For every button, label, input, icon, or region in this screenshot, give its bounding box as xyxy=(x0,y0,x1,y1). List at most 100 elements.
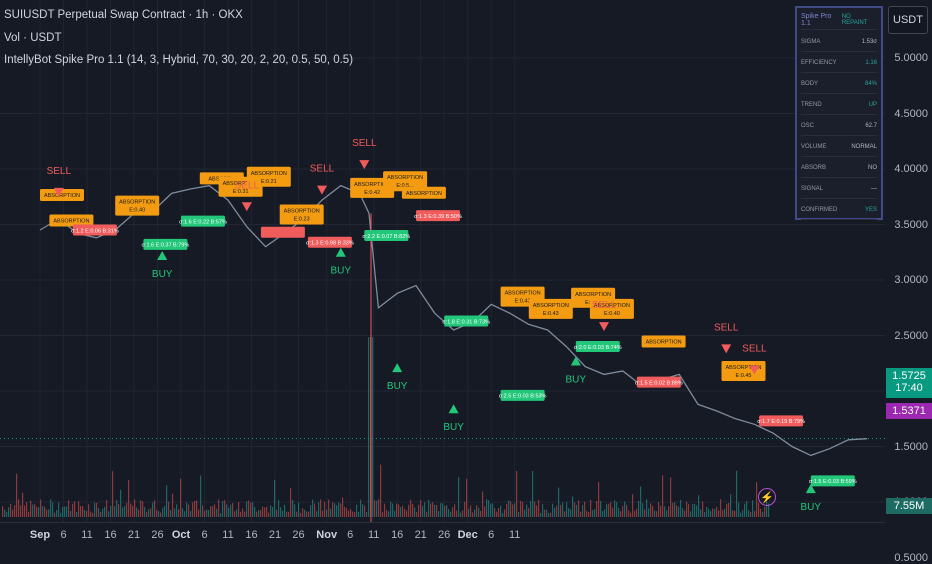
volume-bar xyxy=(604,509,606,517)
volume-bar xyxy=(406,510,408,517)
volume-bar xyxy=(30,500,32,517)
volume-bar xyxy=(688,504,690,517)
panel-row-value: 1.16 xyxy=(865,59,877,66)
volume-bar xyxy=(148,509,150,517)
volume-bar xyxy=(264,507,266,517)
volume-bar xyxy=(648,508,650,517)
volume-bar xyxy=(356,504,358,517)
volume-bar xyxy=(540,512,542,517)
volume-bar xyxy=(414,507,416,517)
price-chart[interactable]: ABSORPTIONABSORPTIONABSORPTIONE:0.40ABSO… xyxy=(0,0,885,522)
symbol-title[interactable]: SUIUSDT Perpetual Swap Contract · 1h · O… xyxy=(4,9,243,21)
volume-bar xyxy=(106,500,108,517)
volume-bar xyxy=(730,494,732,517)
volume-bar xyxy=(360,499,362,517)
volume-bar xyxy=(170,510,172,517)
price-scale[interactable]: 5.00004.50004.00003.50003.00002.50002.00… xyxy=(885,0,932,564)
signal-stats-label: σ:1.6 E:0.37 B:79% xyxy=(142,243,190,249)
volume-bar xyxy=(416,512,418,517)
volume-bar xyxy=(276,509,278,517)
panel-row-value: — xyxy=(871,185,877,192)
volume-bar xyxy=(212,506,214,517)
time-tick: 11 xyxy=(222,529,234,541)
panel-row-label: BODY xyxy=(801,80,819,87)
absorption-label: ABSORPTION xyxy=(406,191,442,197)
signal-stats-box xyxy=(810,475,855,487)
volume-bar xyxy=(252,502,254,517)
volume-bar xyxy=(246,501,248,517)
volume-bar xyxy=(368,337,370,517)
volume-bar xyxy=(614,500,616,517)
volume-bar xyxy=(686,501,688,517)
signal-stats-label: σ:1.6 E:0.22 B:57% xyxy=(179,219,227,225)
volume-bar xyxy=(340,503,342,517)
absorption-box xyxy=(49,214,94,227)
volume-bar xyxy=(422,505,424,517)
indicator-legend[interactable]: IntellyBot Spike Pro 1.1 (14, 3, Hybrid,… xyxy=(4,54,354,66)
panel-row: EFFICIENCY 1.16 xyxy=(801,53,877,73)
lightning-icon[interactable]: ⚡ xyxy=(758,488,776,506)
countdown-value: 17:40 xyxy=(895,382,923,394)
volume-bar xyxy=(418,504,420,517)
volume-bar xyxy=(612,507,614,517)
volume-bar xyxy=(530,500,532,517)
panel-row: ABSORB NO xyxy=(801,158,877,178)
volume-bar xyxy=(728,502,730,517)
signal-stats-box xyxy=(636,376,681,388)
volume-bar xyxy=(348,510,350,517)
volume-bar xyxy=(568,508,570,517)
volume-bar xyxy=(570,509,572,517)
volume-bar xyxy=(64,506,66,517)
volume-bar xyxy=(524,509,526,517)
buy-signal-text: BUY xyxy=(801,502,822,513)
volume-bar xyxy=(204,510,206,517)
volume-bar xyxy=(434,504,436,517)
absorption-label: ABSORPTION xyxy=(251,171,287,177)
volume-bar xyxy=(476,505,478,517)
volume-bar xyxy=(300,512,302,517)
volume-bar xyxy=(746,501,748,517)
volume-bar xyxy=(304,509,306,517)
volume-bar xyxy=(566,502,568,517)
volume-bar xyxy=(102,508,104,517)
time-axis[interactable]: Sep 6 11 16 21 26 Oct 6 11 16 21 26 Nov 6 11 16 21 26 Dec 6… xyxy=(0,522,885,550)
volume-bar xyxy=(596,500,598,517)
time-tick: 11 xyxy=(508,529,521,541)
volume-bar xyxy=(366,512,368,517)
panel-row-label: SIGMA xyxy=(801,38,821,45)
volume-bar xyxy=(84,509,86,517)
volume-bar xyxy=(430,503,432,517)
volume-bar xyxy=(132,505,134,517)
volume-bar xyxy=(704,512,706,517)
volume-bar xyxy=(270,505,272,517)
time-tick: Nov xyxy=(316,529,338,541)
volume-bar xyxy=(324,501,326,517)
panel-row: SIGNAL — xyxy=(801,179,877,199)
volume-bar xyxy=(680,500,682,517)
volume-bar xyxy=(710,511,712,517)
panel-row-value: YES xyxy=(864,206,877,213)
volume-bar xyxy=(364,505,366,517)
panel-row-label: CONFIRMED xyxy=(801,206,838,213)
volume-bar xyxy=(618,507,620,517)
volume-bar xyxy=(390,501,392,517)
volume-bar xyxy=(706,507,708,517)
volume-legend[interactable]: Vol · USDT xyxy=(4,32,62,44)
sell-signal-text: SELL xyxy=(47,166,72,177)
volume-bar xyxy=(536,505,538,517)
volume-bar xyxy=(436,505,438,517)
volume-bar xyxy=(12,509,14,517)
volume-bar xyxy=(240,511,242,517)
volume-bar xyxy=(144,507,146,517)
volume-bar xyxy=(214,504,216,517)
volume-bar xyxy=(142,501,144,517)
chart-area[interactable]: ABSORPTION ABSORPTION ABSORPTION E:0.40 ABSO… xyxy=(0,0,885,522)
volume-bar xyxy=(26,502,28,517)
currency-button[interactable]: USDT xyxy=(888,6,928,34)
volume-bar xyxy=(472,512,474,517)
volume-bar xyxy=(458,477,460,517)
volume-bar xyxy=(346,507,348,517)
signal-stats-label: σ:2.0 E:0.03 B:74% xyxy=(574,345,622,351)
panel-status: NO REPAINT xyxy=(841,13,868,26)
volume-bar xyxy=(572,496,574,517)
